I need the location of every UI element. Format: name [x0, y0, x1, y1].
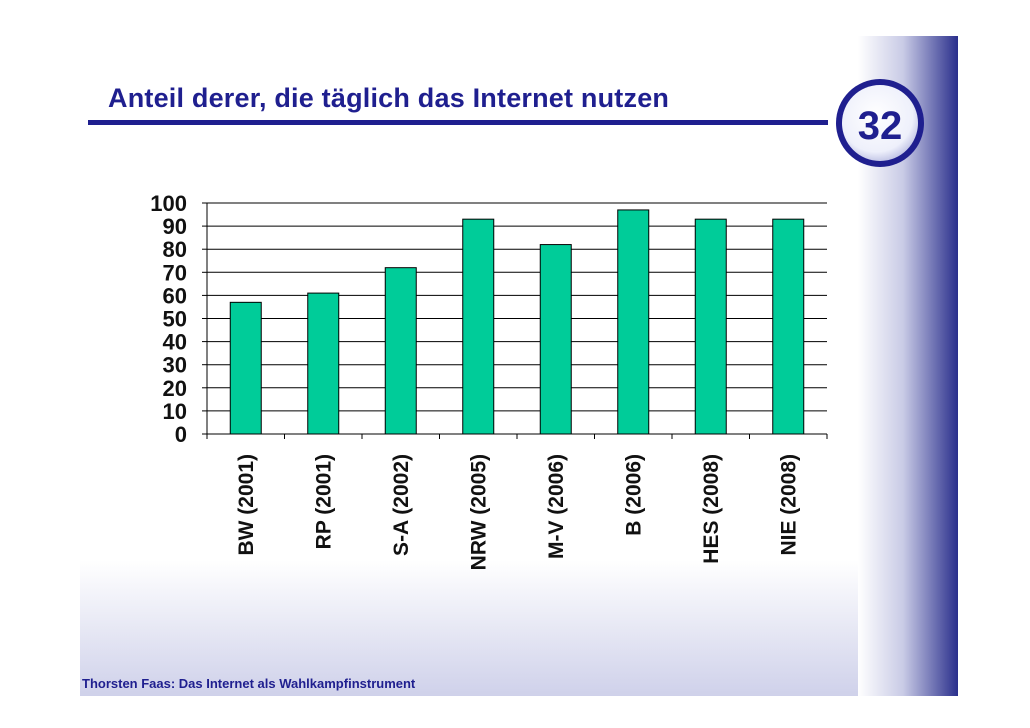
bar — [229, 301, 262, 435]
x-tick-label: NRW (2005) — [467, 454, 490, 570]
y-tick-label: 40 — [163, 330, 187, 355]
bar — [462, 218, 495, 435]
bar — [772, 218, 805, 435]
footer-text: Thorsten Faas: Das Internet als Wahlkamp… — [82, 676, 416, 691]
y-tick-label: 10 — [163, 399, 187, 424]
x-tick-label: M-V (2006) — [545, 454, 568, 559]
y-tick-label: 20 — [163, 376, 187, 401]
y-tick-label: 0 — [175, 422, 187, 447]
gridlines — [207, 202, 827, 412]
slide-title: Anteil derer, die täglich das Internet n… — [108, 83, 670, 113]
x-tick-label: RP (2001) — [312, 454, 335, 549]
x-tick-label: HES (2008) — [700, 454, 723, 564]
bar — [694, 218, 727, 435]
y-tick-label: 60 — [163, 283, 187, 308]
x-tick-label: BW (2001) — [235, 454, 258, 556]
bar — [539, 244, 572, 435]
x-tick-label: B (2006) — [622, 454, 645, 536]
y-tick-label: 30 — [163, 353, 187, 378]
bar — [617, 209, 650, 435]
y-tick-label: 50 — [163, 307, 187, 332]
bar — [307, 292, 340, 435]
bottom-gradient — [80, 560, 958, 696]
page-number-circle — [842, 85, 918, 161]
bar — [384, 267, 417, 435]
y-tick-label: 100 — [150, 191, 187, 216]
y-tick-label: 80 — [163, 237, 187, 262]
x-tick-labels: BW (2001) RP (2001) S-A (2002) NRW (2005) M-… — [235, 454, 801, 570]
x-tick-label: NIE (2008) — [777, 454, 800, 556]
axes — [202, 202, 828, 439]
y-tick-label: 70 — [163, 260, 187, 285]
bars — [229, 209, 805, 435]
y-tick-label: 90 — [163, 214, 187, 239]
x-tick-label: S-A (2002) — [390, 454, 413, 556]
title-underline — [88, 120, 828, 125]
page-number: 32 — [857, 104, 903, 148]
